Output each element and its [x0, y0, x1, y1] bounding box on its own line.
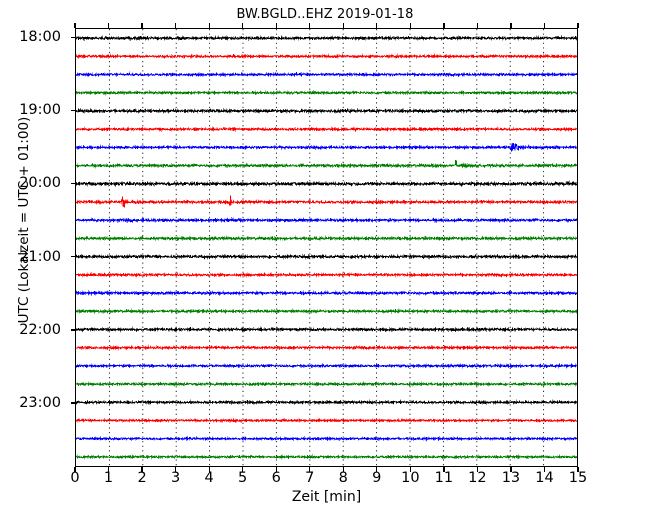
x-tick-mark: [107, 467, 110, 472]
x-tick-mark: [543, 467, 546, 472]
x-tick-mark-top: [208, 23, 210, 28]
trace-22-45: [76, 381, 577, 387]
x-tick-mark-top: [275, 23, 277, 28]
x-tick-mark: [409, 467, 412, 472]
trace-23-00: [76, 399, 577, 406]
x-tick-15: 15: [568, 470, 588, 486]
x-tick-6: 6: [271, 470, 281, 486]
x-tick-mark-top: [476, 23, 479, 28]
x-tick-1: 1: [103, 470, 114, 486]
x-tick-mark-top: [342, 23, 344, 28]
x-tick-mark-top: [543, 23, 546, 28]
trace-19-45: [76, 159, 577, 169]
trace-21-00: [76, 253, 577, 260]
seismic-traces: [76, 35, 577, 460]
x-tick-mark-top: [242, 23, 244, 28]
x-tick-mark-top: [443, 23, 445, 28]
x-tick-4: 4: [204, 470, 214, 486]
trace-18-00: [76, 35, 577, 42]
x-tick-mark-top: [376, 23, 378, 28]
trace-18-15: [76, 53, 577, 60]
y-tick-mark: [71, 329, 76, 331]
x-tick-mark: [577, 467, 579, 472]
x-tick-mark-top: [175, 23, 177, 28]
trace-21-45: [76, 308, 577, 315]
y-tick-23-00: 23:00: [19, 394, 61, 411]
x-tick-mark: [476, 467, 479, 472]
trace-20-15: [76, 195, 577, 208]
x-tick-mark: [242, 467, 244, 472]
trace-18-45: [76, 89, 577, 96]
y-tick-mark: [71, 256, 76, 258]
x-tick-11: 11: [434, 470, 454, 486]
x-tick-mark: [309, 467, 311, 472]
y-tick-21-00: 21:00: [19, 248, 61, 265]
trace-22-15: [76, 344, 577, 351]
x-tick-mark: [510, 467, 512, 472]
trace-22-00: [76, 326, 577, 333]
x-tick-mark-top: [510, 23, 512, 28]
trace-20-30: [76, 217, 577, 224]
x-tick-14: 14: [535, 470, 554, 486]
trace-22-30: [76, 362, 577, 369]
x-tick-mark: [342, 467, 344, 472]
trace-19-15: [76, 126, 577, 133]
y-tick-18-00: 18:00: [19, 29, 61, 46]
x-tick-8: 8: [338, 470, 348, 486]
x-tick-7: 7: [305, 470, 315, 486]
x-tick-9: 9: [372, 470, 382, 486]
trace-23-15: [76, 417, 577, 424]
x-tick-2: 2: [137, 470, 147, 486]
x-tick-mark: [208, 467, 210, 472]
trace-18-30: [76, 71, 577, 78]
y-axis-label: UTC (Lokalzeit = UTC + 01:00): [16, 116, 32, 324]
y-tick-mark: [71, 36, 76, 38]
y-tick-mark: [71, 182, 76, 185]
plot-area: [75, 28, 578, 467]
x-tick-mark-top: [309, 23, 311, 28]
trace-19-30: [76, 142, 577, 152]
x-tick-3: 3: [170, 470, 181, 486]
x-tick-12: 12: [468, 470, 487, 486]
x-tick-mark: [275, 467, 277, 472]
x-tick-0: 0: [70, 470, 80, 486]
x-tick-10: 10: [401, 470, 420, 486]
x-tick-mark: [141, 467, 143, 472]
y-tick-20-00: 20:00: [19, 175, 61, 192]
trace-21-15: [76, 271, 577, 278]
trace-20-45: [76, 235, 577, 242]
x-tick-5: 5: [238, 470, 248, 486]
x-tick-mark: [376, 467, 378, 472]
trace-23-30: [76, 435, 577, 442]
y-tick-mark: [71, 402, 76, 404]
page-title: BW.BGLD..EHZ 2019-01-18: [236, 7, 414, 22]
x-tick-mark-top: [141, 23, 143, 28]
x-tick-mark-top: [74, 23, 76, 28]
trace-19-00: [76, 107, 577, 115]
x-tick-mark: [175, 467, 177, 472]
x-axis-label: Zeit [min]: [291, 489, 362, 505]
x-tick-13: 13: [501, 470, 521, 486]
y-tick-mark: [71, 109, 76, 111]
x-tick-mark-top: [107, 23, 110, 28]
trace-20-00: [76, 180, 577, 187]
x-tick-mark: [443, 467, 445, 472]
x-tick-mark: [74, 467, 76, 472]
y-tick-19-00: 19:00: [19, 102, 61, 119]
y-tick-22-00: 22:00: [19, 321, 61, 338]
x-tick-mark-top: [577, 23, 579, 28]
x-tick-mark-top: [409, 23, 412, 28]
trace-23-45: [76, 454, 577, 460]
trace-21-30: [76, 289, 577, 297]
